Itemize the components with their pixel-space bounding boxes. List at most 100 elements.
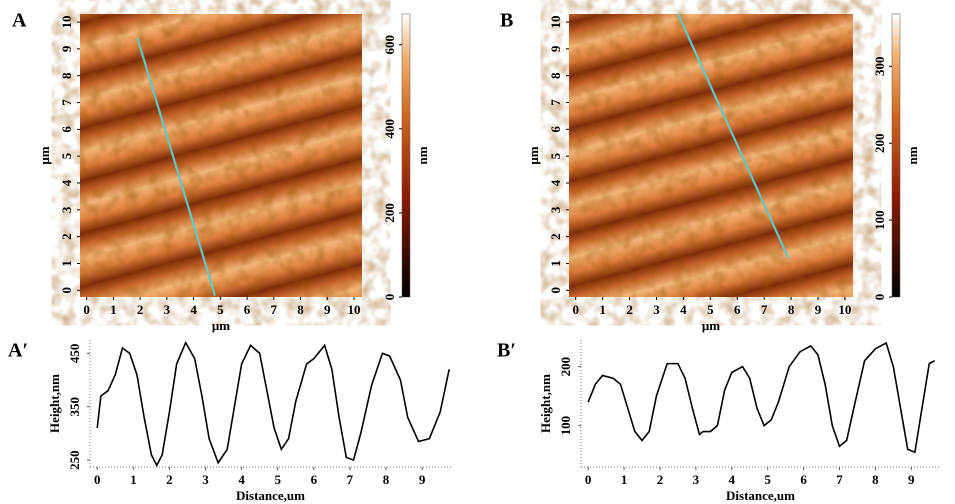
x-tick-label: 4 <box>729 472 736 487</box>
y-tick-label: 250 <box>67 450 82 470</box>
x-tick-label: 8 <box>872 472 879 487</box>
y-tick-label: 10 <box>548 16 563 29</box>
colorbar-tick-label: 0 <box>382 294 397 301</box>
x-tick-label: 7 <box>347 472 354 487</box>
y-tick-label: 6 <box>548 126 563 133</box>
y-tick-label: 100 <box>558 416 573 436</box>
panel-label: A′ <box>8 340 28 362</box>
panel-label: B′ <box>497 340 516 362</box>
y-tick-label: 7 <box>59 99 74 106</box>
profile-line <box>96 340 450 468</box>
x-tick-label: 10 <box>838 302 851 317</box>
y-tick-label: 3 <box>548 206 563 213</box>
y-tick-label: 5 <box>548 152 563 159</box>
x-tick-label: 1 <box>621 472 628 487</box>
x-tick-label: 9 <box>908 472 915 487</box>
colorbar <box>891 13 901 298</box>
x-tick-label: 1 <box>130 472 137 487</box>
colorbar-tick-label: 100 <box>872 210 887 230</box>
x-tick-label: 10 <box>347 302 360 317</box>
y-tick-label: 3 <box>59 206 74 213</box>
y-tick-label: 8 <box>548 72 563 79</box>
y-tick-label: 9 <box>59 45 74 52</box>
colorbar-label: nm <box>905 146 920 164</box>
scan-line <box>136 37 217 296</box>
x-tick-label: 7 <box>271 302 278 317</box>
x-tick-label: 1 <box>599 302 606 317</box>
x-tick-label: 5 <box>764 472 771 487</box>
y-tick-label: 4 <box>548 179 563 186</box>
y-tick-label: 200 <box>558 357 573 377</box>
y-tick-label: 2 <box>548 233 563 240</box>
y-tick-label: 5 <box>59 152 74 159</box>
x-tick-label: 9 <box>815 302 822 317</box>
x-tick-label: 4 <box>680 302 687 317</box>
afm-texture <box>80 14 362 297</box>
y-tick-label: 2 <box>59 233 74 240</box>
x-axis-label: Distance,um <box>726 488 795 503</box>
colorbar-label: nm <box>415 146 430 164</box>
y-axis-label: μm <box>37 146 52 164</box>
x-tick-label: 5 <box>217 302 224 317</box>
x-tick-label: 0 <box>83 302 90 317</box>
y-axis-label: μm <box>526 146 541 164</box>
x-tick-label: 0 <box>94 472 101 487</box>
x-tick-label: 3 <box>202 472 209 487</box>
x-tick-label: 2 <box>657 472 664 487</box>
y-tick-label: 6 <box>59 126 74 133</box>
profile-line <box>587 341 935 454</box>
scan-line <box>677 13 790 259</box>
colorbar <box>401 13 411 298</box>
x-tick-label: 6 <box>800 472 807 487</box>
y-axis-label: Height,nm <box>538 374 553 433</box>
y-tick-label: 8 <box>59 72 74 79</box>
x-tick-label: 3 <box>653 302 660 317</box>
x-tick-label: 9 <box>324 302 331 317</box>
x-tick-label: 1 <box>110 302 117 317</box>
y-axis-label: Height,nm <box>47 374 62 433</box>
x-tick-label: 0 <box>585 472 592 487</box>
afm-texture <box>569 14 853 297</box>
x-tick-label: 5 <box>274 472 281 487</box>
colorbar-tick-label: 200 <box>872 133 887 153</box>
y-tick-label: 450 <box>67 344 82 364</box>
panel-label: B <box>500 10 513 32</box>
y-tick-label: 0 <box>59 287 74 294</box>
x-tick-label: 3 <box>693 472 700 487</box>
x-axis-label: Distance,um <box>236 488 305 503</box>
colorbar-tick-label: 200 <box>382 203 397 223</box>
x-tick-label: 8 <box>383 472 390 487</box>
colorbar-tick-label: 600 <box>382 35 397 55</box>
x-tick-label: 4 <box>238 472 245 487</box>
y-tick-label: 10 <box>59 16 74 29</box>
x-axis-label: μm <box>702 318 720 333</box>
x-tick-label: 8 <box>788 302 795 317</box>
x-tick-label: 5 <box>707 302 714 317</box>
x-tick-label: 6 <box>734 302 741 317</box>
x-tick-label: 6 <box>311 472 318 487</box>
x-axis-label: μm <box>212 318 230 333</box>
x-tick-label: 6 <box>244 302 251 317</box>
x-tick-label: 0 <box>572 302 579 317</box>
colorbar-tick-label: 400 <box>382 119 397 139</box>
x-tick-label: 8 <box>297 302 304 317</box>
colorbar-tick-label: 0 <box>872 294 887 301</box>
y-tick-label: 0 <box>548 287 563 294</box>
y-tick-label: 1 <box>548 260 563 267</box>
x-tick-label: 2 <box>166 472 173 487</box>
panel-label: A <box>12 10 27 32</box>
colorbar-tick-label: 300 <box>872 57 887 77</box>
y-tick-label: 7 <box>548 99 563 106</box>
x-tick-label: 9 <box>419 472 426 487</box>
x-tick-label: 2 <box>137 302 144 317</box>
y-tick-label: 350 <box>67 397 82 417</box>
x-tick-label: 7 <box>836 472 843 487</box>
x-tick-label: 2 <box>626 302 633 317</box>
y-tick-label: 9 <box>548 45 563 52</box>
y-tick-label: 4 <box>59 179 74 186</box>
y-tick-label: 1 <box>59 260 74 267</box>
x-tick-label: 3 <box>164 302 171 317</box>
x-tick-label: 4 <box>190 302 197 317</box>
x-tick-label: 7 <box>761 302 768 317</box>
